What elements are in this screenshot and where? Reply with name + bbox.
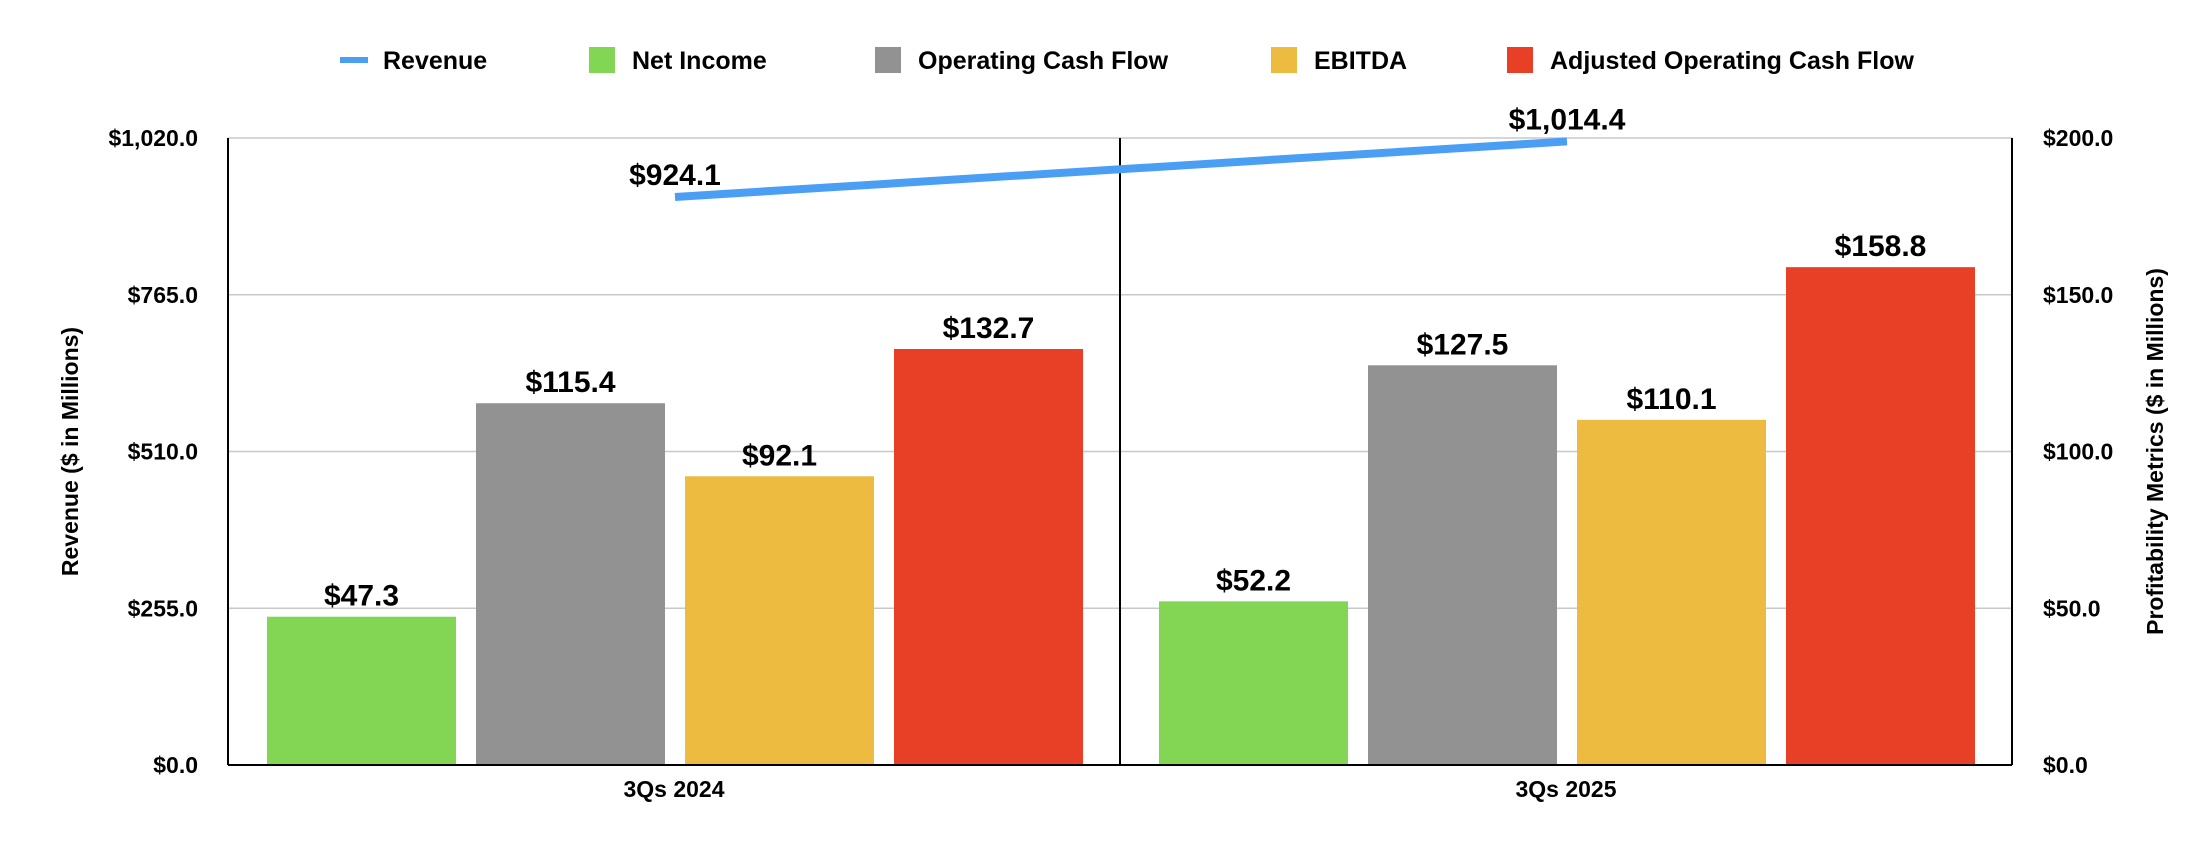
bar-net-income	[267, 616, 456, 765]
bar-net-income	[1159, 601, 1348, 765]
right-axis-title: Profitability Metrics ($ in Millions)	[2142, 268, 2168, 635]
left-axis-title: Revenue ($ in Millions)	[57, 327, 83, 576]
bar-operating-cash-flow	[1368, 365, 1557, 765]
line-layer	[674, 137, 1568, 201]
bar-data-label: $47.3	[324, 580, 399, 613]
bar-ebitda	[685, 476, 874, 765]
legend-label: EBITDA	[1314, 47, 1407, 75]
left-axis-tick-label: $510.0	[128, 439, 198, 465]
left-axis-tick-label: $255.0	[128, 595, 198, 621]
label-layer: $47.3 $115.4 $92.1 $132.7 $52.2 $127.5 $110.1 $…	[324, 103, 1926, 612]
left-axis-tick-label: $0.0	[153, 752, 198, 778]
axis-layer: $0.0 $255.0 $510.0 $765.0 $1,020.0 $0.0 $50.0 $…	[57, 125, 2168, 802]
right-axis-tick-label: $50.0	[2043, 595, 2101, 621]
legend-item-ebitda[interactable]: EBITDA	[1271, 47, 1407, 75]
x-axis-category-label: 3Qs 2025	[1515, 776, 1616, 802]
legend-label: Adjusted Operating Cash Flow	[1550, 47, 1914, 75]
bar-data-label: $132.7	[943, 312, 1035, 345]
legend-color-swatch	[589, 47, 615, 73]
left-axis-tick-label: $765.0	[128, 282, 198, 308]
bar-operating-cash-flow	[476, 403, 665, 765]
revenue-line	[674, 137, 1568, 201]
legend-color-swatch	[1271, 47, 1297, 73]
legend-layer[interactable]: Revenue Net Income Operating Cash Flow EBIT…	[340, 47, 1914, 75]
legend-item-net-income[interactable]: Net Income	[589, 47, 767, 75]
bar-layer	[267, 267, 1975, 765]
legend-label: Net Income	[632, 47, 767, 75]
right-axis-tick-label: $0.0	[2043, 752, 2088, 778]
bar-data-label: $127.5	[1417, 328, 1509, 361]
x-axis-category-label: 3Qs 2024	[623, 776, 724, 802]
legend-label: Operating Cash Flow	[918, 47, 1169, 75]
bar-adjusted-operating-cash-flow	[1786, 267, 1975, 765]
bar-data-label: $92.1	[742, 439, 817, 472]
legend-color-swatch	[1507, 47, 1533, 73]
revenue-data-label: $1,014.4	[1509, 103, 1626, 136]
bar-data-label: $110.1	[1626, 383, 1716, 416]
bar-ebitda	[1577, 419, 1766, 765]
left-axis-tick-label: $1,020.0	[108, 125, 198, 151]
bar-data-label: $52.2	[1216, 564, 1291, 597]
legend-item-operating-cash-flow[interactable]: Operating Cash Flow	[875, 47, 1169, 75]
bar-data-label: $158.8	[1835, 230, 1927, 263]
revenue-data-label: $924.1	[629, 159, 721, 192]
legend-item-adjusted-operating-cash-flow[interactable]: Adjusted Operating Cash Flow	[1507, 47, 1914, 75]
right-axis-tick-label: $150.0	[2043, 282, 2113, 308]
legend-line-swatch	[340, 57, 368, 63]
legend-item-revenue[interactable]: Revenue	[340, 47, 487, 75]
bar-data-label: $115.4	[525, 366, 615, 399]
right-axis-tick-label: $100.0	[2043, 439, 2113, 465]
legend-color-swatch	[875, 47, 901, 73]
legend-label: Revenue	[383, 47, 487, 75]
bar-adjusted-operating-cash-flow	[894, 348, 1083, 765]
right-axis-tick-label: $200.0	[2043, 125, 2113, 151]
